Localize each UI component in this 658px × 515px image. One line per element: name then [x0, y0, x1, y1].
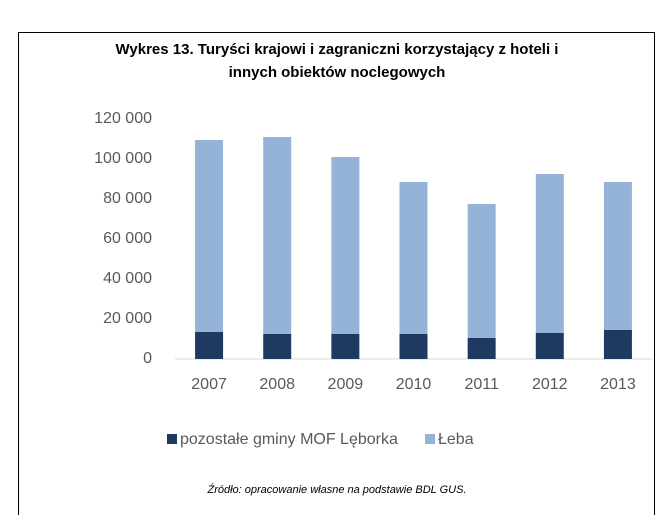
bar-segment [603, 330, 632, 359]
x-tick-label: 2011 [464, 376, 499, 393]
bar-segment [535, 333, 564, 359]
chart-title-line1: Wykres 13. Turyści krajowi i zagraniczni… [116, 41, 559, 58]
bar-segment [263, 334, 292, 359]
x-tick-label: 2009 [328, 376, 364, 393]
y-tick-label: 120 000 [94, 110, 152, 127]
bar-segment [331, 334, 360, 359]
y-tick-label: 60 000 [103, 230, 152, 247]
bar-segment [263, 137, 292, 334]
y-tick-label: 20 000 [103, 310, 152, 327]
bar-segment [467, 204, 496, 338]
bar-segment [603, 182, 632, 330]
bar-segment [195, 332, 224, 359]
x-tick-label: 2013 [600, 376, 636, 393]
legend-swatch [425, 434, 435, 444]
y-tick-label: 80 000 [103, 190, 152, 207]
bar-segment [331, 157, 360, 334]
bar-segment [399, 334, 428, 359]
x-tick-label: 2008 [259, 376, 295, 393]
bar-segment [467, 338, 496, 359]
y-tick-label: 0 [143, 350, 152, 367]
bar-segment [399, 182, 428, 334]
bar-segment [195, 140, 224, 332]
legend-swatch [167, 434, 177, 444]
bar-segment [535, 174, 564, 333]
x-tick-label: 2007 [191, 376, 227, 393]
y-tick-label: 100 000 [94, 150, 152, 167]
y-tick-label: 40 000 [103, 270, 152, 287]
x-tick-label: 2010 [396, 376, 432, 393]
legend-label: pozostałe gminy MOF Lęborka [180, 431, 398, 448]
chart-border [18, 32, 655, 515]
x-tick-label: 2012 [532, 376, 568, 393]
chart-title-line2: innych obiektów noclegowych [229, 64, 446, 81]
legend-label: Łeba [438, 431, 474, 448]
source: Źródło: opracowanie własne na podstawie … [206, 483, 466, 496]
